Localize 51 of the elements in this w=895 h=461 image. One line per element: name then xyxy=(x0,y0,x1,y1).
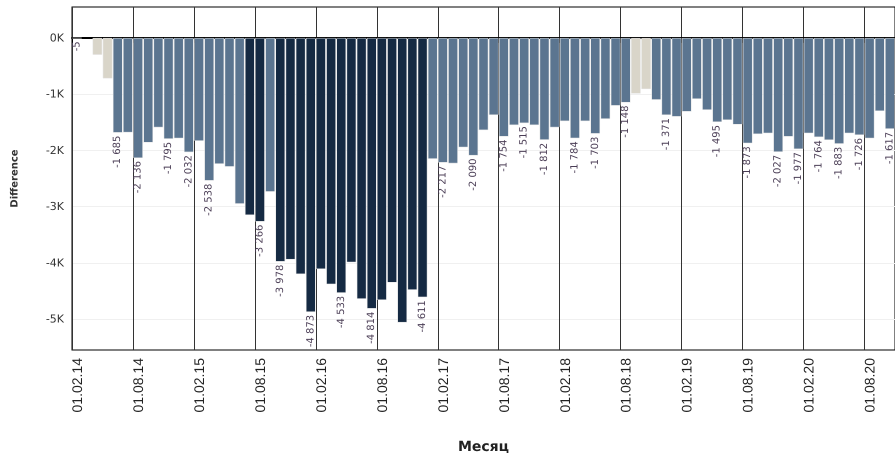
data-label: -3 978 xyxy=(274,264,286,297)
data-label: -1 703 xyxy=(590,136,601,169)
x-tick-label: 01.08.15 xyxy=(252,358,268,412)
y-axis-title: Difference xyxy=(10,149,20,208)
data-label: -1 764 xyxy=(813,140,824,172)
data-label: -4 873 xyxy=(305,314,316,348)
data-label: -1 495 xyxy=(712,124,723,158)
y-tick-label: -1K xyxy=(46,88,65,101)
x-tick-label: 01.08.18 xyxy=(618,358,634,412)
x-tick-label: 01.08.17 xyxy=(496,358,512,412)
data-label: -2 090 xyxy=(468,158,479,191)
data-label: -3 266 xyxy=(254,224,266,257)
data-label: -1 795 xyxy=(163,142,174,174)
data-label: -1 371 xyxy=(660,118,672,150)
x-tick-label: 01.02.17 xyxy=(434,358,451,412)
data-label: -5 xyxy=(72,41,83,52)
data-label: -2 032 xyxy=(183,155,194,188)
data-label: -2 538 xyxy=(204,184,215,216)
data-label: -1 515 xyxy=(518,126,530,158)
y-tick-label: 0K xyxy=(50,31,65,44)
x-tick-label: 01.02.19 xyxy=(678,358,695,412)
x-tick-label: 01.02.14 xyxy=(69,358,86,412)
x-tick-label: 01.02.15 xyxy=(191,358,208,412)
x-tick-label: 01.08.16 xyxy=(374,358,390,412)
x-tick-label: 01.08.19 xyxy=(740,358,756,412)
y-tick-label: -4K xyxy=(46,256,65,270)
data-label: -2 027 xyxy=(772,154,784,188)
data-label: -2 217 xyxy=(437,166,448,198)
data-label: -1 784 xyxy=(569,141,580,174)
data-label: -1 883 xyxy=(834,146,845,180)
x-tick-label: 01.08.20 xyxy=(862,358,878,412)
y-tick-label: -3K xyxy=(46,200,65,214)
data-label: -2 136 xyxy=(132,161,144,194)
x-tick-label: 01.02.20 xyxy=(800,358,817,412)
data-label: -4 533 xyxy=(336,296,347,328)
y-tick-label: -5K xyxy=(46,312,65,326)
data-label: -4 814 xyxy=(366,312,378,344)
data-label: -4 611 xyxy=(417,300,428,332)
data-label: -1 148 xyxy=(620,105,632,138)
data-label: -1 685 xyxy=(112,136,124,168)
x-tick-label: 01.02.16 xyxy=(312,358,329,412)
data-label: -1 617 xyxy=(884,132,895,164)
x-tick-label: 01.02.18 xyxy=(556,358,573,412)
y-tick-label: -2K xyxy=(46,144,65,157)
data-label: -1 754 xyxy=(498,140,510,172)
data-label: -1 977 xyxy=(792,152,804,184)
x-tick-label: 01.08.14 xyxy=(130,358,146,412)
data-label: -1 726 xyxy=(854,138,865,170)
data-label: -1 873 xyxy=(742,146,754,178)
x-axis-title: Месяц xyxy=(458,439,510,455)
data-label: -1 812 xyxy=(538,142,550,176)
